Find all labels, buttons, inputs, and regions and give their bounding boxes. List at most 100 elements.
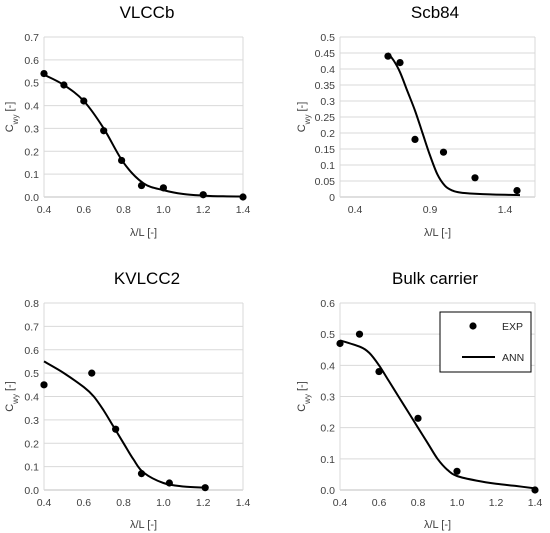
chart-panel-bulk-carrier: Bulk carrier 0.0 0.1 0.2 0.3 0.4 0.5 0.6 0.4 0.6 0… bbox=[296, 269, 542, 531]
y-axis-label-subscript: wy bbox=[11, 115, 20, 126]
y-tick-label: 0.3 bbox=[320, 96, 335, 108]
y-tick-label: 0.0 bbox=[24, 485, 39, 497]
y-axis-label: Cwy [-] bbox=[4, 102, 20, 133]
y-tick-label: 0.2 bbox=[24, 146, 39, 158]
y-tick-label: 0.3 bbox=[320, 392, 335, 404]
x-axis-label: λ/L [-] bbox=[424, 519, 451, 531]
y-tick-label: 0.35 bbox=[315, 80, 336, 92]
y-tick-label: 0.5 bbox=[320, 32, 335, 44]
y-tick-label: 0.1 bbox=[24, 462, 39, 474]
x-tick-label: 1.2 bbox=[489, 497, 504, 509]
exp-data-point bbox=[355, 330, 364, 338]
x-tick-label: 1.4 bbox=[528, 497, 543, 509]
x-tick-label: 0.9 bbox=[423, 204, 438, 216]
x-tick-label: 0.4 bbox=[37, 497, 52, 509]
ann-series-line bbox=[339, 339, 536, 490]
x-tick-label: 1.0 bbox=[450, 497, 465, 509]
y-tick-label: 0 bbox=[329, 192, 335, 204]
y-tick-label: 0.5 bbox=[320, 329, 335, 341]
x-tick-label: 1.4 bbox=[236, 204, 251, 216]
x-tick-label: 1.4 bbox=[236, 497, 251, 509]
exp-data-point bbox=[513, 187, 521, 195]
y-axis-label: Cwy [-] bbox=[296, 381, 312, 412]
x-tick-label: 0.6 bbox=[76, 204, 91, 216]
ann-series-line bbox=[387, 52, 521, 197]
legend-exp-marker bbox=[469, 322, 477, 330]
y-tick-label: 0.3 bbox=[24, 123, 39, 135]
legend-ann-label: ANN bbox=[502, 352, 524, 364]
y-axis-label-unit: [-] bbox=[4, 381, 16, 394]
x-axis-label: λ/L [-] bbox=[130, 227, 157, 239]
exp-data-point bbox=[453, 467, 461, 475]
y-tick-label: 0.2 bbox=[320, 128, 335, 140]
y-tick-label: 0.4 bbox=[320, 360, 335, 372]
exp-data-point bbox=[471, 174, 479, 182]
y-tick-label: 0.15 bbox=[315, 144, 336, 156]
x-tick-label: 1.4 bbox=[498, 204, 513, 216]
exp-data-point bbox=[396, 59, 404, 67]
chart-panel-kvlcc2: KVLCC2 0.0 0.1 0.2 0.3 0.4 0.5 0.6 0.7 0.8 0.4 0.6 0… bbox=[4, 269, 250, 531]
exp-data-point bbox=[40, 381, 48, 389]
y-tick-label: 0.6 bbox=[24, 345, 39, 357]
y-axis-label: Cwy [-] bbox=[4, 381, 20, 412]
y-axis-label-subscript: wy bbox=[303, 394, 312, 405]
x-tick-label: 1.0 bbox=[156, 204, 171, 216]
x-tick-label: 0.4 bbox=[37, 204, 52, 216]
ann-series-line bbox=[43, 360, 206, 489]
y-tick-label: 0.45 bbox=[315, 48, 336, 60]
x-tick-label: 0.8 bbox=[116, 497, 131, 509]
y-tick-label: 0.05 bbox=[315, 176, 336, 188]
chart-title: Bulk carrier bbox=[392, 269, 478, 288]
y-axis-label-unit: [-] bbox=[296, 381, 308, 394]
y-tick-label: 0.0 bbox=[24, 192, 39, 204]
y-tick-label: 0.6 bbox=[320, 298, 335, 310]
x-tick-label: 1.0 bbox=[156, 497, 171, 509]
y-tick-label: 0.2 bbox=[24, 438, 39, 450]
x-tick-label: 0.6 bbox=[76, 497, 91, 509]
y-axis-label-main: C bbox=[296, 124, 308, 132]
chart-title: Scb84 bbox=[411, 3, 459, 22]
y-tick-label: 0.1 bbox=[320, 454, 335, 466]
exp-data-point bbox=[411, 135, 419, 143]
x-tick-label: 0.8 bbox=[116, 204, 131, 216]
x-tick-label: 0.4 bbox=[348, 204, 363, 216]
y-axis-label-main: C bbox=[4, 404, 16, 412]
y-tick-label: 0.7 bbox=[24, 32, 39, 44]
x-tick-label: 1.2 bbox=[196, 497, 211, 509]
x-tick-label: 0.8 bbox=[411, 497, 426, 509]
y-axis-label: Cwy [-] bbox=[296, 102, 312, 133]
y-tick-label: 0.4 bbox=[320, 64, 335, 76]
y-tick-label: 0.6 bbox=[24, 55, 39, 67]
y-tick-label: 0.1 bbox=[24, 169, 39, 181]
chart-title: VLCCb bbox=[120, 3, 175, 22]
y-tick-label: 0.5 bbox=[24, 78, 39, 90]
chart-title: KVLCC2 bbox=[114, 269, 180, 288]
y-axis-label-main: C bbox=[4, 124, 16, 132]
y-axis-label-main: C bbox=[296, 404, 308, 412]
y-axis-label-subscript: wy bbox=[11, 394, 20, 405]
y-tick-label: 0.0 bbox=[320, 485, 335, 497]
y-tick-label: 0.4 bbox=[24, 101, 39, 113]
y-tick-label: 0.1 bbox=[320, 160, 335, 172]
legend-box bbox=[439, 311, 532, 373]
y-axis-label-unit: [-] bbox=[296, 102, 308, 115]
y-tick-label: 0.25 bbox=[315, 112, 336, 124]
x-tick-label: 0.6 bbox=[372, 497, 387, 509]
y-tick-label: 0.3 bbox=[24, 415, 39, 427]
chart-panel-scb84: Scb84 0 0.05 0.1 0.15 0.2 0.25 0.3 0.35 0.4 0.45 0.… bbox=[296, 3, 536, 239]
exp-data-point bbox=[88, 369, 96, 377]
y-tick-label: 0.4 bbox=[24, 392, 39, 404]
exp-data-point bbox=[439, 148, 448, 156]
y-tick-label: 0.2 bbox=[320, 423, 335, 435]
y-tick-label: 0.5 bbox=[24, 368, 39, 380]
y-tick-label: 0.7 bbox=[24, 321, 39, 333]
x-axis-label: λ/L [-] bbox=[424, 227, 451, 239]
y-axis-label-unit: [-] bbox=[4, 102, 16, 115]
y-axis-label-subscript: wy bbox=[303, 115, 312, 126]
chart-panel-vlccb: VLCCb 0.0 0.1 0.2 0.3 0.4 0.5 0.6 0.7 0.4 0.6 0.8 1.… bbox=[4, 3, 250, 239]
ann-series-line bbox=[43, 73, 244, 198]
x-tick-label: 1.2 bbox=[196, 204, 211, 216]
x-axis-label: λ/L [-] bbox=[130, 519, 157, 531]
legend-exp-label: EXP bbox=[502, 321, 523, 333]
